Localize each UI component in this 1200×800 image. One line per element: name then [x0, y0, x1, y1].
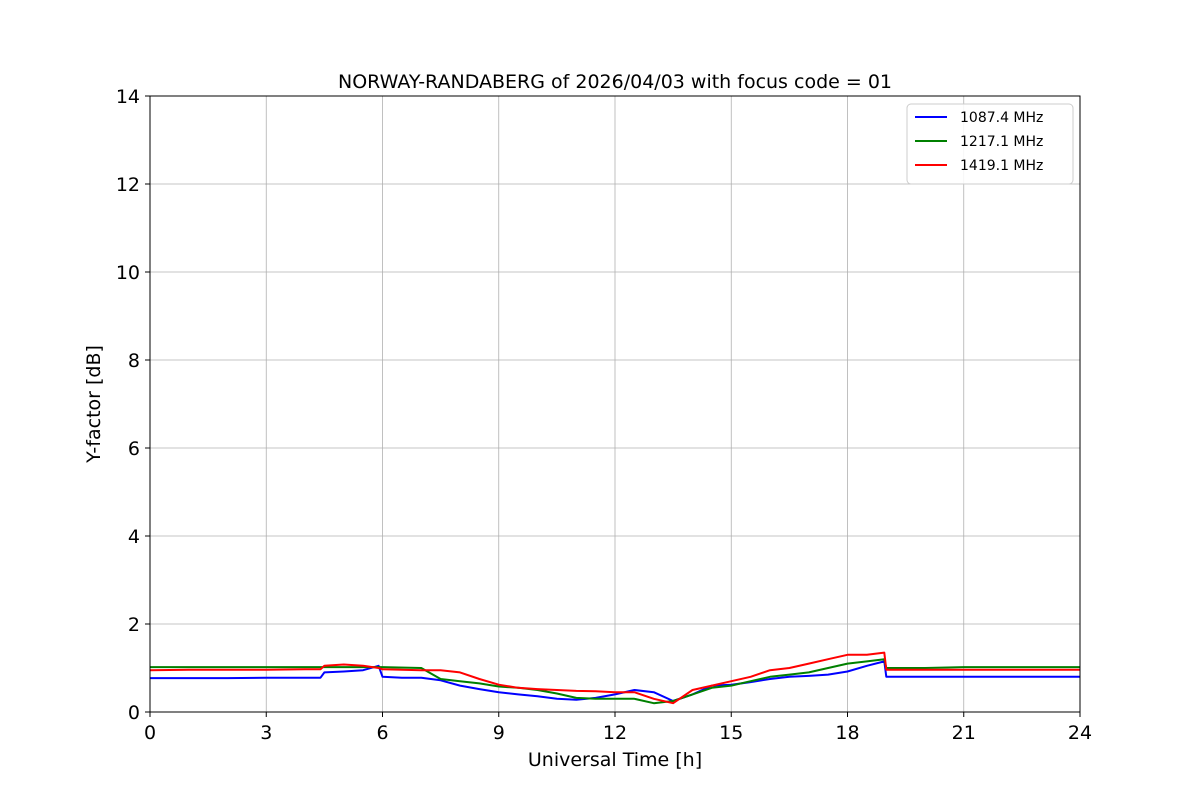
y-tick-label: 8 [128, 350, 140, 372]
x-tick-label: 9 [493, 722, 505, 744]
x-tick-label: 12 [603, 722, 627, 744]
y-tick-label: 2 [128, 614, 140, 636]
y-tick-label: 0 [128, 702, 140, 724]
legend: 1087.4 MHz 1217.1 MHz 1419.1 MHz [906, 103, 1074, 185]
x-tick-label: 18 [835, 722, 859, 744]
series-group [149, 651, 1080, 705]
legend-entry-label: 1419.1 MHz [960, 158, 1043, 174]
x-tick-label: 21 [952, 722, 976, 744]
x-tick-label: 3 [260, 722, 272, 744]
x-tick-label: 6 [376, 722, 388, 744]
legend-entry-label: 1217.1 MHz [960, 134, 1043, 150]
y-tick-label: 4 [128, 526, 140, 548]
x-tick-label: 0 [144, 722, 156, 744]
x-tick-label: 24 [1068, 722, 1092, 744]
y-tick-label: 12 [116, 174, 140, 196]
legend-entry-label: 1087.4 MHz [960, 110, 1043, 126]
series-line-1217-1-mhz [150, 658, 1080, 705]
y-tick-label: 6 [128, 438, 140, 460]
y-tick-label: 14 [116, 86, 140, 108]
chart-title: NORWAY-RANDABERG of 2026/04/03 with focu… [338, 71, 892, 93]
x-tick-label: 15 [719, 722, 743, 744]
y-axis-label: Y-factor [dB] [83, 345, 105, 464]
x-axis-label: Universal Time [h] [528, 749, 702, 771]
x-axis: 0 3 6 9 12 15 18 21 24 [144, 712, 1092, 744]
legend-box [906, 103, 1074, 185]
series-line-1419-1-mhz [149, 651, 1080, 705]
y-axis: 0 2 4 6 8 10 12 14 [116, 86, 150, 724]
y-tick-label: 10 [116, 262, 140, 284]
